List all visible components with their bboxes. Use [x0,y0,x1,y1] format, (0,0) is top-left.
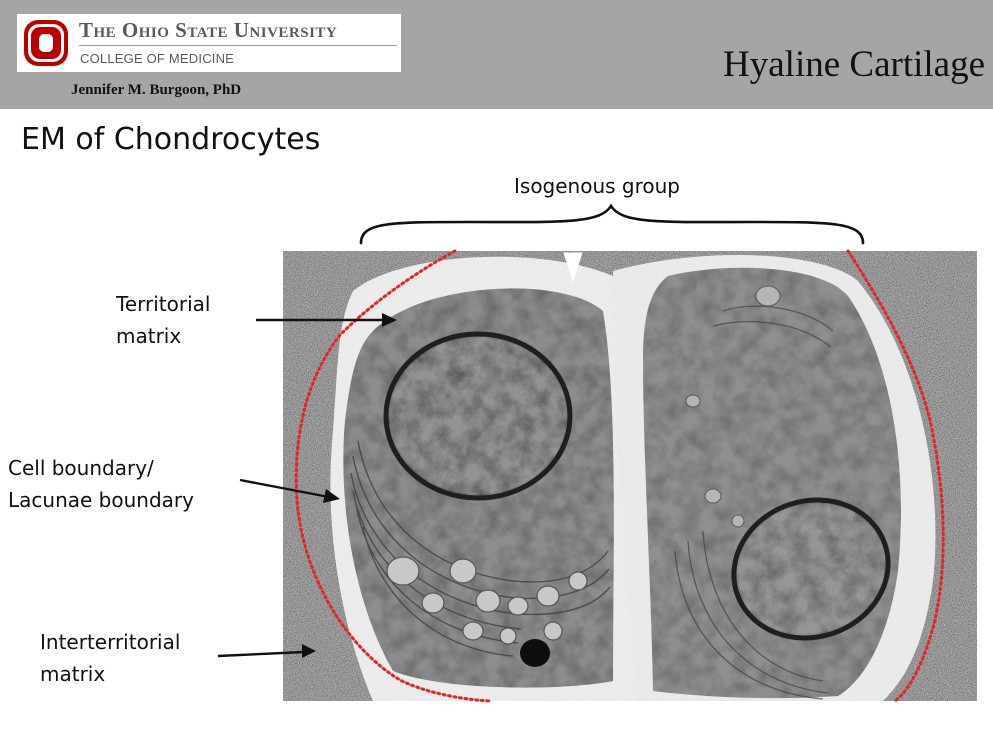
label-line: matrix [116,324,182,348]
electron-micrograph [283,251,977,701]
author-name: Jennifer M. Burgoon, PhD [71,82,242,98]
label-line: Territorial [116,292,211,316]
university-logo: The Ohio State University COLLEGE OF MED… [17,14,401,72]
isogenous-group-brace [359,203,865,245]
lipid-droplet [520,639,550,667]
label-cell-boundary: Cell boundary/ Lacunae boundary [8,452,194,516]
deck-title: Hyaline Cartilage [723,44,985,85]
label-line: Cell boundary/ [8,456,154,480]
label-isogenous-group: Isogenous group [514,174,681,198]
label-interterritorial-matrix: Interterritorial matrix [40,626,180,690]
label-territorial-matrix: Territorial matrix [116,288,210,352]
label-line: Lacunae boundary [8,488,194,512]
white-arrowhead-icon [563,252,583,283]
header-band: The Ohio State University COLLEGE OF MED… [0,0,993,109]
block-o-logo-icon [21,17,71,69]
logo-divider [79,45,397,46]
college-name: COLLEGE OF MEDICINE [80,51,235,66]
label-line: matrix [40,662,106,686]
university-name: The Ohio State University [79,18,338,42]
slide-title: EM of Chondrocytes [21,122,321,157]
label-line: Interterritorial [40,630,181,654]
